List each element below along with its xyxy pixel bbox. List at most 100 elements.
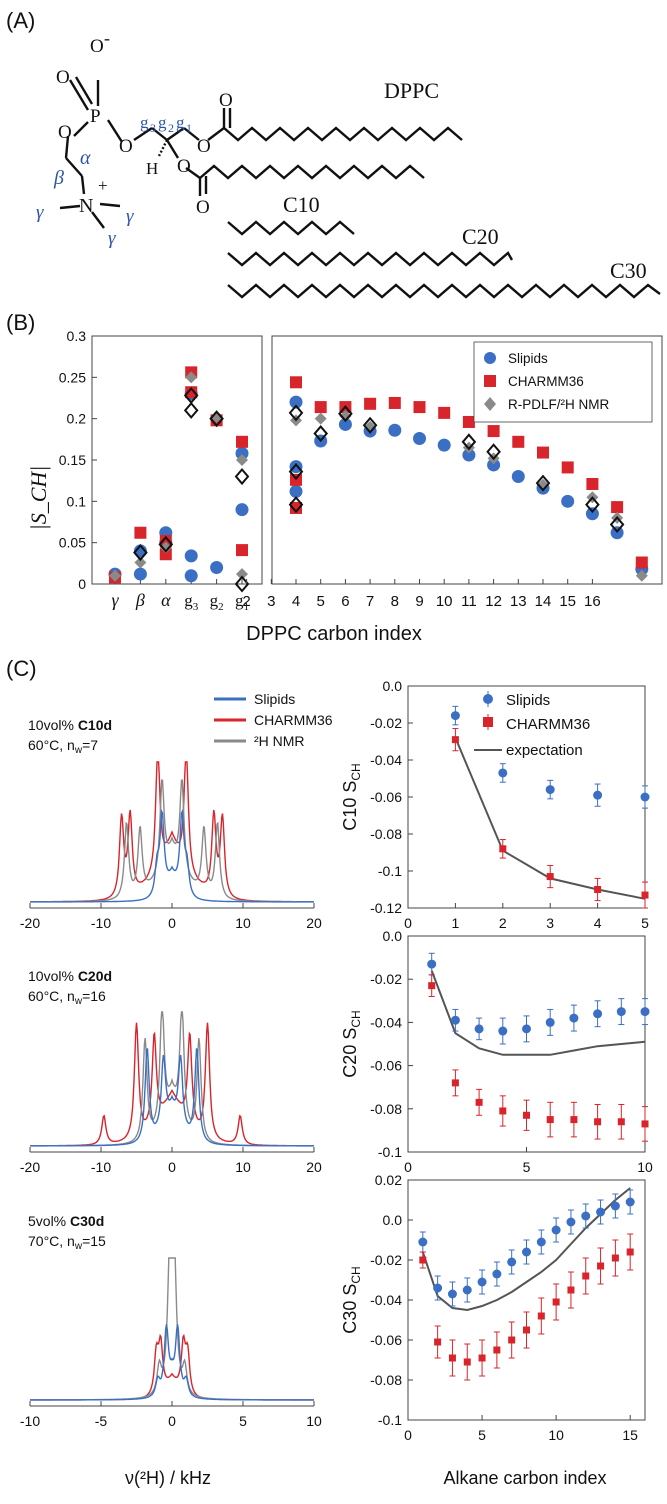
bond-g2-h: [157, 139, 169, 157]
point-square: [586, 477, 599, 490]
point-open-diamond: [288, 463, 304, 481]
order-parameter-chain-chart: 2 3 4 5 6 7 8 9 10 11 12 13 14 15 16: [242, 335, 663, 610]
x-tick-label: 2: [242, 593, 250, 610]
point-charmm36: [626, 1248, 634, 1256]
y-tick-label: -0.02: [370, 1252, 402, 1268]
point-slipids: [498, 768, 508, 778]
point-open-diamond: [535, 474, 551, 492]
x-tick-label: 4: [292, 593, 300, 610]
point-open-diamond: [158, 535, 174, 553]
point-open-diamond: [133, 544, 148, 562]
point-diamond: [236, 454, 248, 466]
spectrum-line-charmm36: [30, 1333, 314, 1401]
order-c10-chart: 0.0 -0.02 -0.04 -0.06 -0.08 -0.1 -0.120 1 2 3 4 5 C1…: [340, 678, 650, 931]
molecule-greek-labels: g 3 g 2 g 1 α β γ γ γ: [36, 113, 192, 249]
point-slipids: [640, 1007, 650, 1017]
point-open-diamond: [609, 515, 625, 534]
b-legend-slipids-marker: [484, 352, 496, 364]
molecule-atom-labels: O - O P O O O O O O H N + DPPC C10 C20 C…: [56, 28, 647, 283]
x-tick-label: 4: [594, 915, 602, 931]
point-slipids: [616, 1007, 626, 1017]
x-tick-label: -10: [20, 1413, 40, 1429]
x-tick-label: g2: [210, 591, 224, 613]
alkane-c10: [227, 220, 355, 236]
x-tick-label: 5: [523, 1159, 531, 1175]
x-tick-label: 0: [168, 915, 176, 931]
spectrum-c20-chart: -20 -10 0 10 20: [20, 1011, 322, 1175]
y-tick-label: 0.02: [375, 1172, 402, 1188]
point-charmm36: [641, 891, 649, 899]
x-tick-label: 20: [306, 1159, 322, 1175]
x-tick-label: 0: [404, 915, 412, 931]
point-diamond: [185, 371, 198, 384]
x-tick-label: 11: [461, 593, 477, 610]
b-ylabel: |S_CH|: [26, 466, 51, 531]
point-circle: [511, 470, 525, 484]
c30-sample-conc: 5vol%: [28, 1213, 66, 1229]
y-tick-label: 0.0: [383, 678, 403, 694]
point-circle: [133, 567, 147, 581]
point-square: [512, 435, 525, 448]
charge-minus: -: [104, 28, 110, 48]
point-diamond: [134, 556, 147, 569]
point-square: [290, 376, 302, 389]
x-tick-label: 12: [485, 593, 502, 610]
point-square: [134, 526, 147, 539]
x-tick-label: -20: [20, 1159, 40, 1175]
atom-o-right: O: [119, 136, 133, 157]
y-tick-label: -0.04: [370, 1014, 402, 1030]
y-tick-label: 0.0: [383, 928, 403, 944]
c-legend-nmr-label: ²H NMR: [254, 733, 305, 749]
c-legend-charmm-label: CHARMM36: [254, 712, 333, 728]
point-diamond: [339, 410, 352, 423]
point-charmm36: [567, 1286, 575, 1294]
label-c10: C10: [283, 192, 320, 217]
point-circle: [289, 484, 303, 498]
label-gamma-right: γ: [126, 206, 134, 227]
point-diamond: [635, 569, 648, 582]
point-square: [487, 425, 500, 438]
bond-g3-g2: [151, 127, 168, 141]
b-axis-titles: |S_CH| DPPC carbon index: [26, 466, 422, 645]
label-c30: C30: [610, 258, 647, 283]
spectrum-c10-chart: -20 -10 0 10 20: [20, 761, 322, 931]
spectrum-line-charmm36: [30, 1022, 314, 1147]
point-charmm36: [499, 1107, 507, 1115]
svg-text:70°C, nw=15: 70°C, nw=15: [28, 1233, 106, 1252]
point-square: [159, 548, 172, 561]
c10-sample-nw: =7: [82, 737, 98, 753]
point-charmm36: [641, 1120, 649, 1128]
point-slipids: [427, 959, 437, 969]
point-circle: [133, 544, 147, 558]
point-square: [635, 556, 648, 569]
c10-sample-temp: 60°C, n: [28, 737, 75, 753]
point-charmm36: [508, 1336, 516, 1344]
label-alpha: α: [80, 147, 91, 169]
point-slipids: [536, 1237, 546, 1247]
point-slipids: [462, 1285, 472, 1295]
alkane-c30: [227, 283, 661, 299]
point-slipids: [433, 1283, 443, 1293]
point-charmm36: [493, 1346, 501, 1354]
point-charmm36: [546, 873, 554, 881]
point-open-diamond: [486, 443, 501, 461]
order-xlabel: Alkane carbon index: [443, 1468, 606, 1488]
expectation-line: [430, 970, 646, 1056]
c20-sample-nw: =16: [82, 988, 106, 1004]
x-tick-label: 1: [452, 915, 460, 931]
x-tick-label: 5: [239, 1413, 247, 1429]
point-diamond: [236, 568, 248, 581]
point-circle: [235, 446, 249, 460]
b-xlabel: DPPC carbon index: [246, 623, 422, 645]
point-slipids: [566, 1217, 576, 1227]
x-tick-label: 15: [622, 1427, 638, 1443]
point-square: [611, 501, 624, 514]
y-tick-label: 0.3: [67, 328, 87, 344]
atom-o-left: O: [58, 122, 72, 143]
point-square: [462, 415, 475, 428]
point-open-diamond: [234, 575, 250, 593]
x-tick-label: α: [161, 590, 171, 610]
point-square: [438, 406, 451, 419]
label-beta: β: [53, 167, 64, 189]
